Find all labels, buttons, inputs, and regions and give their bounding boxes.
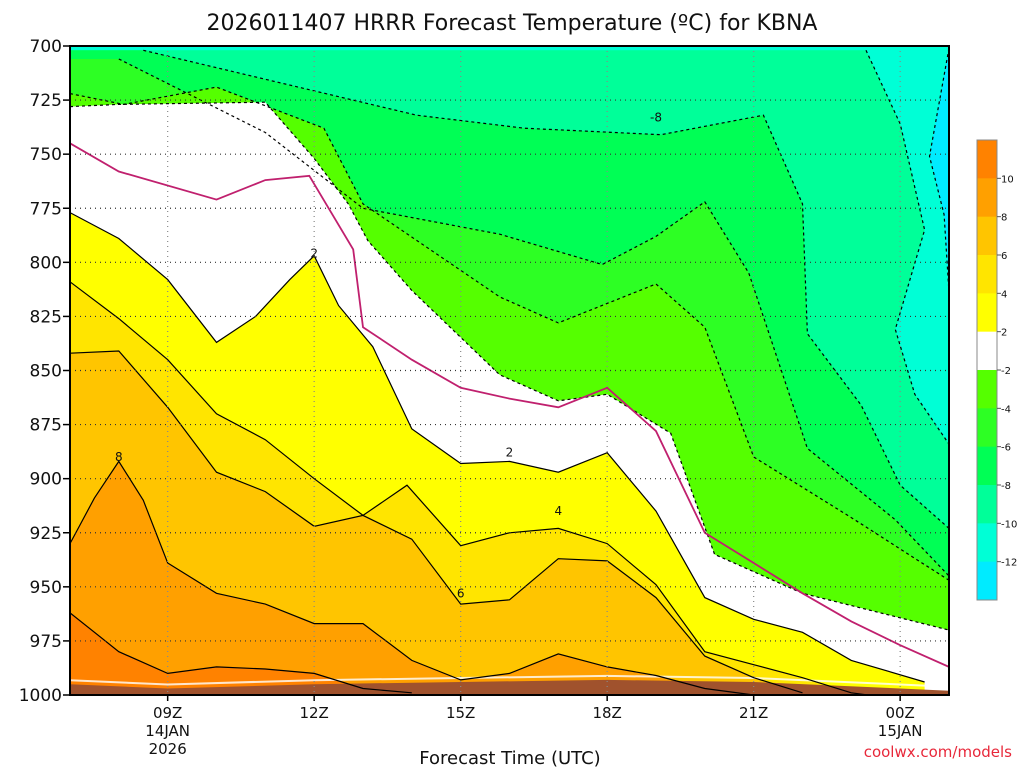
- x-axis-title: Forecast Time (UTC): [419, 748, 600, 768]
- isotherm-8: [70, 460, 754, 695]
- y-tick-label-850: 850: [30, 362, 62, 382]
- colorbar-swatch: [977, 255, 997, 294]
- y-tick-label-800: 800: [30, 253, 62, 273]
- plot-area: -8 2 2 4 6 8: [69, 45, 950, 696]
- x-tick-year: 2026: [149, 740, 187, 758]
- colorbar-swatch: [977, 523, 997, 563]
- isotherm-10: [70, 612, 412, 694]
- x-tick-label: 15Z: [446, 704, 475, 722]
- contour-label: 2: [310, 247, 318, 261]
- ground-top-edge: [70, 674, 949, 688]
- x-tick-label: 18Z: [592, 704, 621, 722]
- band-8: [70, 461, 754, 695]
- colorbar-swatch: [977, 561, 997, 601]
- isotherm--12: [928, 48, 949, 293]
- isotherm--8: [143, 49, 949, 529]
- colorbar-label: -10: [1001, 519, 1017, 530]
- contour-labels: -8 2 2 4 6 8: [115, 110, 662, 600]
- y-tick-label-950: 950: [30, 578, 62, 598]
- isotherm-4: [70, 281, 873, 695]
- contour-label: 4: [555, 504, 563, 518]
- colorbar-label: 4: [1001, 289, 1007, 300]
- contour-label: -8: [650, 110, 662, 124]
- y-tick-label-875: 875: [30, 416, 62, 436]
- colorbar-label: 2: [1001, 328, 1007, 339]
- x-tick-label: 12Z: [299, 704, 328, 722]
- isotherm--6: [118, 58, 949, 577]
- colorbar-swatch: [977, 293, 997, 333]
- isotherm-lines: [70, 48, 949, 695]
- contour-label: 8: [115, 450, 123, 464]
- colorbar-swatch: [977, 178, 997, 218]
- colorbar-swatch: [977, 446, 997, 486]
- colorbar-swatch: [977, 370, 997, 409]
- watermark: coolwx.com/models: [864, 743, 1012, 761]
- y-tick-label-900: 900: [30, 470, 62, 490]
- y-tick-label-925: 925: [30, 524, 62, 544]
- y-tick-label-1000: 1000: [19, 686, 62, 706]
- contour-label: 6: [457, 586, 465, 600]
- x-tick-date: 15JAN: [878, 722, 923, 740]
- colorbar: 10 8 6 4 2 -2 -4 -6 -8 -10 -12: [976, 139, 1017, 601]
- x-tick-label: 00Z: [885, 704, 914, 722]
- colorbar-label: -6: [1001, 443, 1011, 454]
- temperature-bands: [70, 46, 949, 695]
- x-tick-label: 09Z: [153, 704, 182, 722]
- colorbar-swatch: [977, 331, 997, 371]
- pressure-axis: 700 725 750 775 800 825 850 875 900 925 950 975 1000: [19, 37, 70, 706]
- colorbar-label: -4: [1001, 404, 1011, 415]
- y-tick-label-825: 825: [30, 307, 62, 327]
- grid-lines: [70, 45, 949, 696]
- colorbar-label: 8: [1001, 213, 1007, 224]
- x-tick-label: 21Z: [739, 704, 768, 722]
- y-tick-label-975: 975: [30, 632, 62, 652]
- y-tick-label-700: 700: [30, 37, 62, 57]
- chart-title: 2026011407 HRRR Forecast Temperature (ºC…: [207, 11, 818, 36]
- colorbar-swatch: [977, 140, 997, 179]
- colorbar-swatch: [977, 216, 997, 256]
- colorbar-label: -12: [1001, 558, 1017, 569]
- colorbar-label: 6: [1001, 251, 1007, 262]
- colorbar-swatch: [977, 408, 997, 448]
- isotherm-6: [70, 350, 803, 694]
- y-tick-label-725: 725: [30, 91, 62, 111]
- colorbar-swatch: [977, 485, 997, 524]
- x-tick-date: 14JAN: [145, 722, 190, 740]
- isotherm-0: [70, 142, 949, 668]
- isotherm--10: [865, 50, 949, 445]
- colorbar-label: -2: [1001, 366, 1011, 377]
- y-tick-label-750: 750: [30, 145, 62, 165]
- y-tick-label-775: 775: [30, 199, 62, 219]
- isotherm--4: [70, 86, 949, 581]
- colorbar-label: -8: [1001, 481, 1011, 492]
- isotherm-2: [70, 212, 925, 683]
- band-10: [70, 612, 412, 695]
- colorbar-label: 10: [1001, 174, 1014, 185]
- contour-label: 2: [506, 446, 514, 460]
